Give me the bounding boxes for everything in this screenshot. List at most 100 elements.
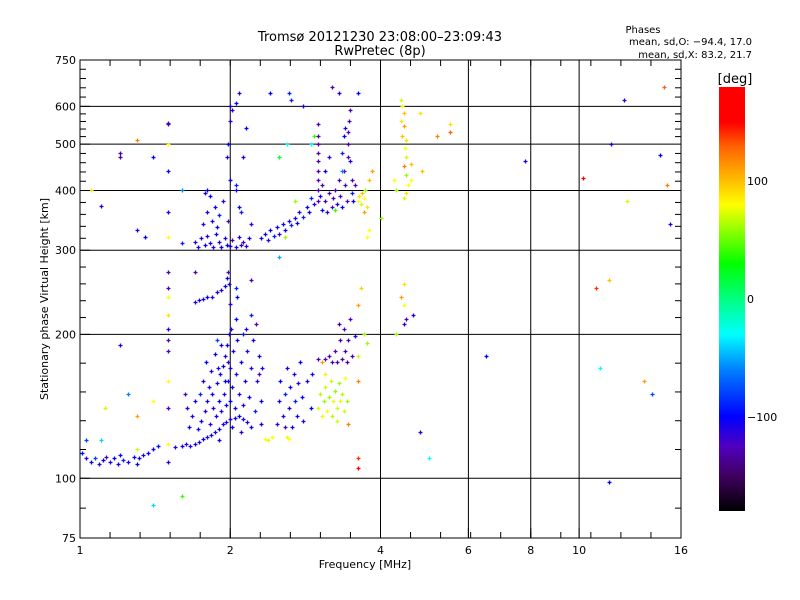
data-point (362, 210, 367, 215)
data-point (203, 191, 208, 196)
data-point (247, 395, 252, 400)
data-point (365, 341, 370, 346)
data-point (348, 317, 353, 322)
data-point (193, 240, 198, 245)
data-point (137, 456, 142, 461)
data-point (229, 327, 234, 332)
y-tick-label: 600 (55, 100, 76, 113)
data-point (166, 235, 171, 240)
data-point (353, 334, 358, 339)
data-point (151, 155, 156, 160)
data-point (277, 399, 282, 404)
stats-o-mode: mean, sd,O: −94.4, 17.0 (629, 37, 752, 48)
data-point (598, 366, 603, 371)
data-point (293, 216, 298, 221)
colorbar-label: [deg] (718, 72, 753, 87)
data-point (402, 124, 407, 129)
data-point (402, 164, 407, 169)
data-point (211, 406, 216, 411)
data-point (327, 395, 332, 400)
data-point (245, 420, 250, 425)
data-point (251, 338, 256, 343)
data-point (214, 232, 219, 237)
data-point (346, 142, 351, 147)
data-point (287, 406, 292, 411)
data-point (392, 178, 397, 183)
data-point (281, 414, 286, 419)
data-point (312, 134, 317, 139)
data-point (208, 194, 213, 199)
x-tick-label: 6 (465, 544, 472, 557)
data-point (241, 240, 246, 245)
data-point (234, 372, 239, 377)
data-point (97, 462, 102, 467)
data-point (335, 419, 340, 424)
data-point (99, 438, 104, 443)
data-point (205, 234, 210, 239)
data-point (205, 210, 210, 215)
data-point (400, 104, 405, 109)
data-point (241, 403, 246, 408)
data-point (234, 101, 239, 106)
grid-lines (80, 60, 681, 538)
data-point (180, 444, 185, 449)
data-point (234, 183, 239, 188)
data-point (211, 245, 216, 250)
data-point (320, 183, 325, 188)
chart-title: Tromsø 20121230 23:08:00–23:09:43 (257, 30, 502, 45)
x-tick-labels: 1 2 4 6 8 10 16 (77, 544, 689, 557)
data-point (228, 366, 233, 371)
y-tick-label: 100 (55, 472, 76, 485)
data-point (335, 406, 340, 411)
data-point (287, 437, 292, 442)
data-point (228, 104, 233, 109)
data-point (399, 98, 404, 103)
data-point (118, 151, 123, 156)
data-point (270, 435, 275, 440)
data-point (316, 122, 321, 127)
data-point (312, 202, 317, 207)
data-point (259, 422, 264, 427)
data-point (132, 455, 137, 460)
data-point (254, 322, 259, 327)
data-point (333, 208, 338, 213)
data-point (201, 222, 206, 227)
data-point (118, 343, 123, 348)
data-point (217, 399, 222, 404)
data-point (225, 243, 230, 248)
data-point (404, 155, 409, 160)
data-point (340, 169, 345, 174)
data-point (402, 303, 407, 308)
data-point (230, 425, 235, 430)
data-point (301, 419, 306, 424)
data-point (239, 210, 244, 215)
data-point (293, 399, 298, 404)
data-point (99, 204, 104, 209)
data-point (277, 255, 282, 260)
data-point (89, 460, 94, 465)
data-point (394, 332, 399, 337)
data-point (249, 425, 254, 430)
data-point (241, 155, 246, 160)
data-point (668, 222, 673, 227)
data-point (351, 199, 356, 204)
data-point (244, 244, 249, 249)
y-tick-labels: 75 100 200 300 400 500 600 750 (55, 54, 76, 545)
data-point (406, 183, 411, 188)
data-point (84, 456, 89, 461)
data-point (340, 205, 345, 210)
y-tick-label: 75 (62, 532, 76, 545)
data-point (227, 332, 232, 337)
data-point (201, 297, 206, 302)
data-point (346, 130, 351, 135)
colorbar-tick-labels: 100 0 −100 (747, 175, 777, 424)
data-point (239, 243, 244, 248)
data-point (316, 134, 321, 139)
data-point (141, 453, 146, 458)
data-point (230, 108, 235, 113)
data-point (285, 366, 290, 371)
chart-subtitle: RwPretec (8p) (334, 44, 425, 59)
data-point (338, 338, 343, 343)
data-point (340, 357, 345, 362)
data-point (367, 178, 372, 183)
